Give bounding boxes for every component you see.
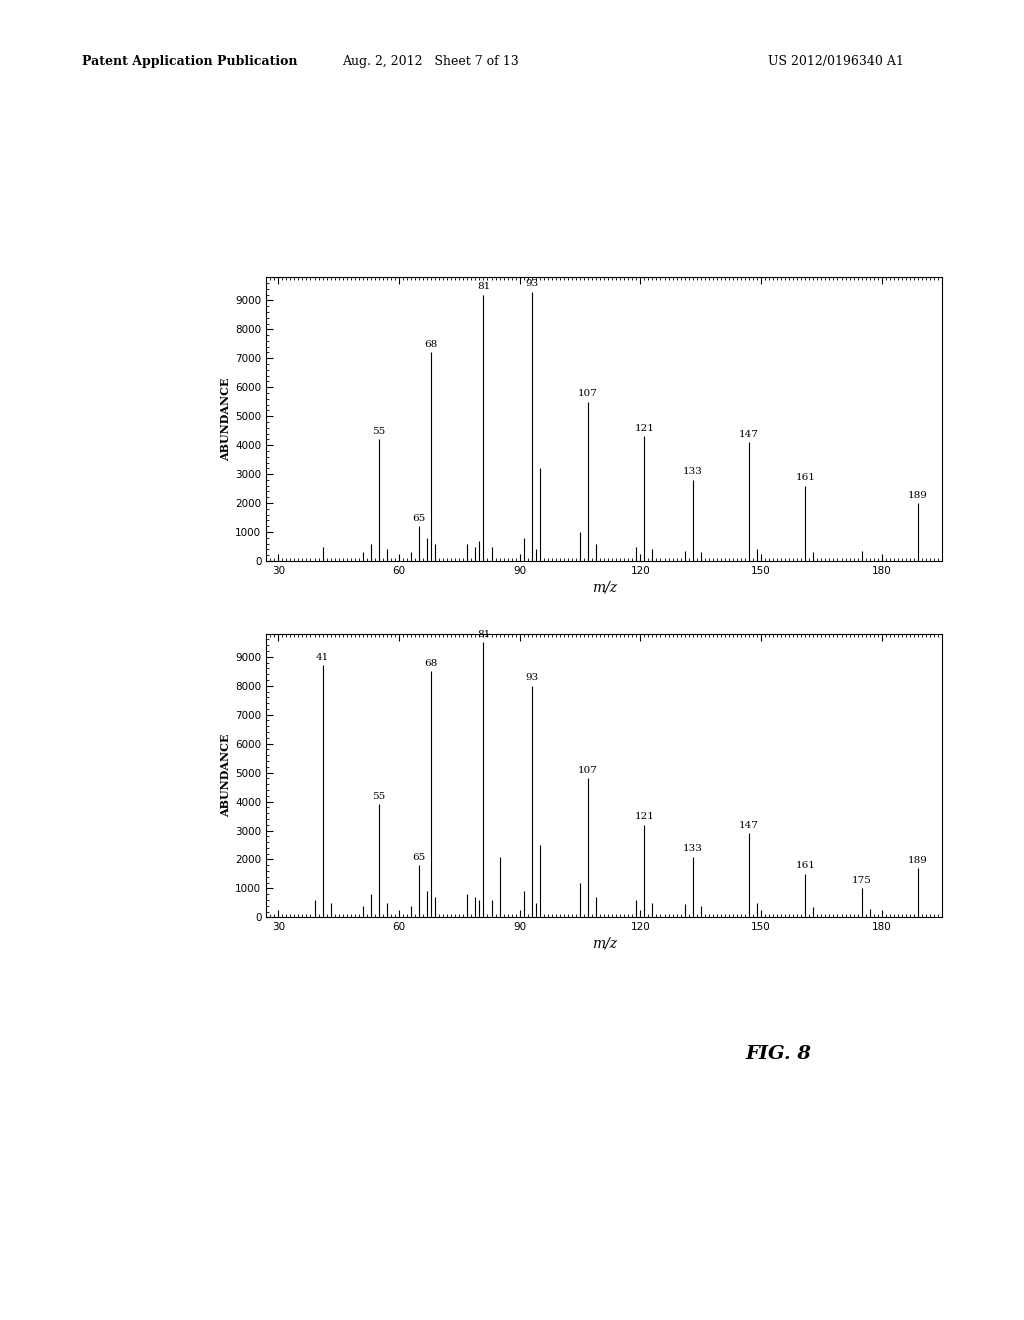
Text: 161: 161 [796,862,815,870]
Text: 93: 93 [525,673,539,682]
X-axis label: m/z: m/z [592,579,616,594]
Text: Patent Application Publication: Patent Application Publication [82,55,297,69]
Text: 55: 55 [373,426,385,436]
Text: 133: 133 [683,843,702,853]
Text: 68: 68 [425,341,438,348]
Text: 161: 161 [796,474,815,482]
Text: 121: 121 [635,812,654,821]
Text: 107: 107 [579,389,598,399]
Text: 55: 55 [373,792,385,801]
Text: 175: 175 [852,876,871,884]
Text: 189: 189 [908,855,928,865]
Text: 65: 65 [413,513,426,523]
Text: FIG. 8: FIG. 8 [745,1044,811,1063]
Text: 147: 147 [739,430,759,438]
Text: 107: 107 [579,766,598,775]
Text: 41: 41 [316,653,329,663]
X-axis label: m/z: m/z [592,936,616,950]
Text: 81: 81 [477,630,490,639]
Y-axis label: ABUNDANCE: ABUNDANCE [220,734,231,817]
Text: 81: 81 [477,282,490,292]
Text: 121: 121 [635,424,654,433]
Y-axis label: ABUNDANCE: ABUNDANCE [220,378,231,461]
Text: 133: 133 [683,467,702,477]
Text: 65: 65 [413,853,426,862]
Text: 189: 189 [908,491,928,499]
Text: 93: 93 [525,280,539,288]
Text: US 2012/0196340 A1: US 2012/0196340 A1 [768,55,904,69]
Text: Aug. 2, 2012   Sheet 7 of 13: Aug. 2, 2012 Sheet 7 of 13 [342,55,518,69]
Text: 68: 68 [425,659,438,668]
Text: 147: 147 [739,821,759,830]
